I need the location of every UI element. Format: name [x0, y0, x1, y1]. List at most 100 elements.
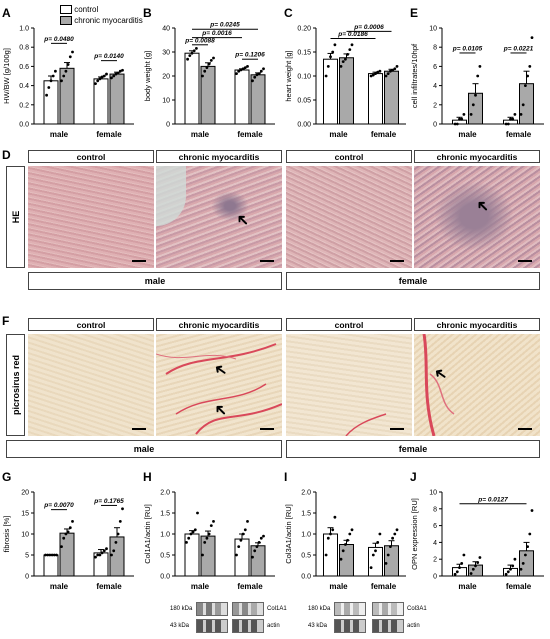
chart-fibrosis: 0 5 10 15 20 fibrosis [%] male female p= 0.0070 p… [2, 490, 134, 591]
data-point [251, 555, 254, 559]
bar [43, 554, 59, 577]
p-value-label: p= 0.0088 [184, 37, 215, 44]
data-point [237, 69, 241, 73]
data-point [371, 73, 375, 77]
chart-hw-bw: 0.0 0.2 0.4 0.6 0.8 1.0 HW/BW [g/100g] male fema… [2, 26, 134, 139]
data-point [524, 553, 527, 557]
data-point [112, 549, 116, 553]
data-point [391, 536, 394, 540]
x-tick-label: female [506, 582, 532, 591]
bar [109, 73, 125, 125]
data-point [209, 524, 213, 527]
data-point [471, 103, 475, 107]
he-header-control-male: control [28, 150, 154, 163]
scale-bar [390, 428, 404, 430]
data-point [259, 536, 263, 540]
data-point [253, 75, 257, 79]
data-point [257, 72, 261, 75]
data-point [393, 532, 397, 536]
y-tick-label: 30 [162, 50, 170, 57]
data-point [94, 555, 97, 559]
data-point [110, 553, 113, 557]
data-point [469, 113, 473, 116]
data-point [257, 541, 261, 544]
blot-h-col1a1-male [196, 602, 228, 616]
data-point [333, 43, 337, 47]
data-point [324, 553, 328, 557]
y-tick-label: 8 [433, 45, 437, 52]
data-point [331, 50, 335, 54]
bar [250, 545, 266, 577]
data-point [66, 530, 70, 534]
x-tick-label: male [50, 130, 69, 139]
p-value-label: p= 0.0480 [43, 36, 74, 43]
y-tick-label: 0.0 [19, 122, 29, 129]
data-point [389, 545, 392, 548]
data-point [246, 65, 249, 68]
pr-header-myocarditis-male: chronic myocarditis [156, 318, 282, 331]
data-point [112, 74, 116, 78]
legend-swatch-control [60, 5, 72, 15]
p-value-label: p= 0.0221 [503, 45, 534, 52]
data-point [102, 549, 106, 553]
data-point [121, 507, 124, 511]
data-point [60, 545, 63, 548]
data-point [509, 117, 512, 121]
data-point [118, 69, 122, 73]
data-point [243, 528, 247, 532]
y-tick-label: 10 [21, 532, 29, 539]
data-point [94, 82, 97, 86]
y-axis-label: body weight [g] [143, 51, 152, 101]
pr-image-control-female [286, 334, 412, 436]
panel-label-c: C [284, 6, 293, 20]
y-tick-label: 2.0 [301, 490, 311, 497]
bar [109, 536, 125, 577]
data-point [374, 549, 377, 553]
p-value-label: p= 0.1765 [93, 498, 124, 505]
y-tick-label: 0.20 [297, 26, 311, 33]
data-point [64, 69, 68, 73]
y-tick-label: 0 [433, 574, 437, 581]
data-point [44, 553, 47, 557]
p-value-label: p= 0.0140 [93, 53, 124, 60]
x-tick-label: male [191, 582, 210, 591]
he-header-myocarditis-female: chronic myocarditis [414, 150, 540, 163]
panel-label-j: J [410, 470, 417, 484]
data-point [341, 549, 345, 553]
collagen-fibers [422, 334, 455, 436]
data-point [331, 528, 335, 532]
data-point [474, 564, 477, 568]
he-header-control-female: control [286, 150, 412, 163]
y-tick-label: 2.0 [160, 490, 170, 497]
data-point [453, 572, 457, 576]
panel-label-b: B [143, 6, 152, 20]
pr-image-myocarditis-male: ➜ ➜ [156, 334, 282, 436]
he-footer-female: female [286, 272, 540, 290]
data-point [326, 536, 330, 540]
panel-label-a: A [2, 6, 11, 20]
data-point [511, 117, 515, 121]
data-point [346, 53, 349, 56]
p-value-label: p= 0.0070 [43, 502, 74, 509]
blot-i-col3a1-male [334, 602, 366, 616]
data-point [110, 76, 113, 80]
data-point [241, 67, 245, 71]
data-point [105, 547, 108, 551]
data-point [209, 59, 213, 62]
data-point [66, 63, 70, 66]
data-point [96, 553, 100, 557]
data-point [458, 566, 461, 569]
data-point [528, 532, 532, 536]
pr-footer-male: male [6, 440, 282, 458]
y-tick-label: 0.00 [297, 122, 311, 129]
data-point [196, 511, 199, 515]
data-point [519, 567, 523, 571]
y-tick-label: 0.4 [19, 83, 29, 90]
bar [184, 533, 200, 577]
y-tick-label: 0.10 [297, 74, 311, 81]
data-point [476, 561, 480, 564]
data-point [54, 69, 57, 73]
y-tick-label: 20 [21, 490, 29, 497]
bar [368, 73, 383, 125]
y-tick-label: 6 [433, 64, 437, 71]
